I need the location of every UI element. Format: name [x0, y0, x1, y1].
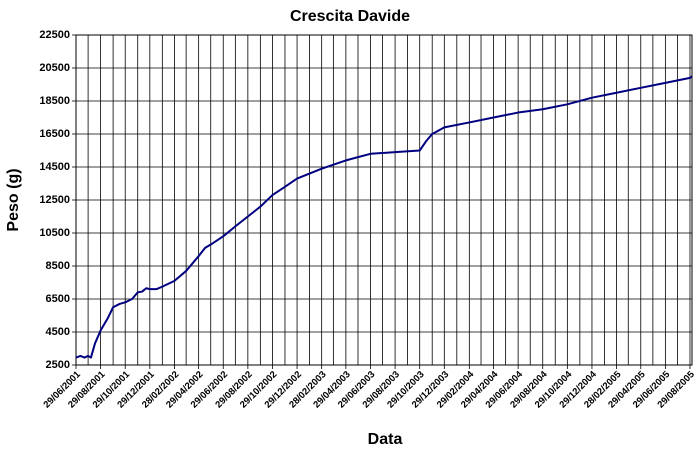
y-tick-label: 18500 [39, 95, 70, 107]
y-tick-label: 6500 [46, 293, 70, 305]
y-tick-label: 12500 [39, 194, 70, 206]
y-tick-label: 16500 [39, 128, 70, 140]
y-tick-label: 22500 [39, 29, 70, 41]
y-tick-label: 8500 [46, 260, 70, 272]
y-tick-label: 4500 [46, 326, 70, 338]
y-axis-label: Peso (g) [5, 168, 22, 231]
y-tick-label: 2500 [46, 359, 70, 371]
y-tick-label: 14500 [39, 161, 70, 173]
chart-title: Crescita Davide [290, 8, 410, 25]
data-line [75, 75, 693, 359]
plot-frame [75, 34, 693, 366]
x-axis-label: Data [368, 431, 403, 448]
y-tick-label: 20500 [39, 62, 70, 74]
y-tick-label: 10500 [39, 227, 70, 239]
